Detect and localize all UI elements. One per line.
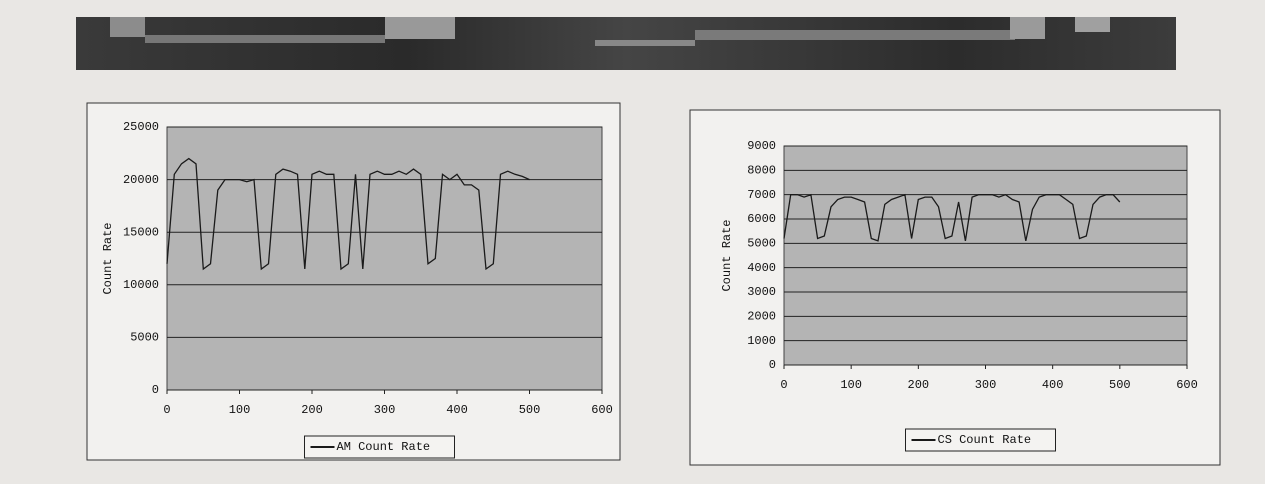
y-tick-label: 1000: [747, 334, 776, 348]
y-tick-label: 15000: [123, 225, 159, 239]
x-tick-label: 200: [908, 378, 930, 392]
legend-label: AM Count Rate: [337, 440, 431, 454]
x-tick-label: 0: [163, 403, 170, 417]
plot-area: [784, 146, 1187, 365]
y-tick-label: 10000: [123, 278, 159, 292]
x-tick-label: 300: [374, 403, 396, 417]
y-tick-label: 5000: [130, 331, 159, 345]
page: 0500010000150002000025000010020030040050…: [0, 0, 1265, 484]
y-tick-label: 0: [769, 358, 776, 372]
y-tick-label: 0: [152, 383, 159, 397]
y-axis-label: Count Rate: [720, 219, 734, 291]
y-axis-label: Count Rate: [101, 222, 115, 294]
legend-label: CS Count Rate: [938, 433, 1032, 447]
x-tick-label: 600: [1176, 378, 1198, 392]
x-tick-label: 500: [519, 403, 541, 417]
y-tick-label: 4000: [747, 261, 776, 275]
y-tick-label: 6000: [747, 212, 776, 226]
x-tick-label: 200: [301, 403, 323, 417]
x-tick-label: 400: [1042, 378, 1064, 392]
y-tick-label: 8000: [747, 164, 776, 178]
x-tick-label: 100: [229, 403, 251, 417]
x-tick-label: 0: [780, 378, 787, 392]
y-tick-label: 25000: [123, 120, 159, 134]
y-tick-label: 5000: [747, 237, 776, 251]
x-tick-label: 500: [1109, 378, 1131, 392]
x-tick-label: 300: [975, 378, 997, 392]
plot-area: [167, 127, 602, 390]
x-tick-label: 600: [591, 403, 613, 417]
y-tick-label: 9000: [747, 139, 776, 153]
y-tick-label: 2000: [747, 310, 776, 324]
x-tick-label: 100: [840, 378, 862, 392]
y-tick-label: 20000: [123, 173, 159, 187]
x-tick-label: 400: [446, 403, 468, 417]
y-tick-label: 7000: [747, 188, 776, 202]
y-tick-label: 3000: [747, 285, 776, 299]
image-strip: [76, 17, 1176, 70]
